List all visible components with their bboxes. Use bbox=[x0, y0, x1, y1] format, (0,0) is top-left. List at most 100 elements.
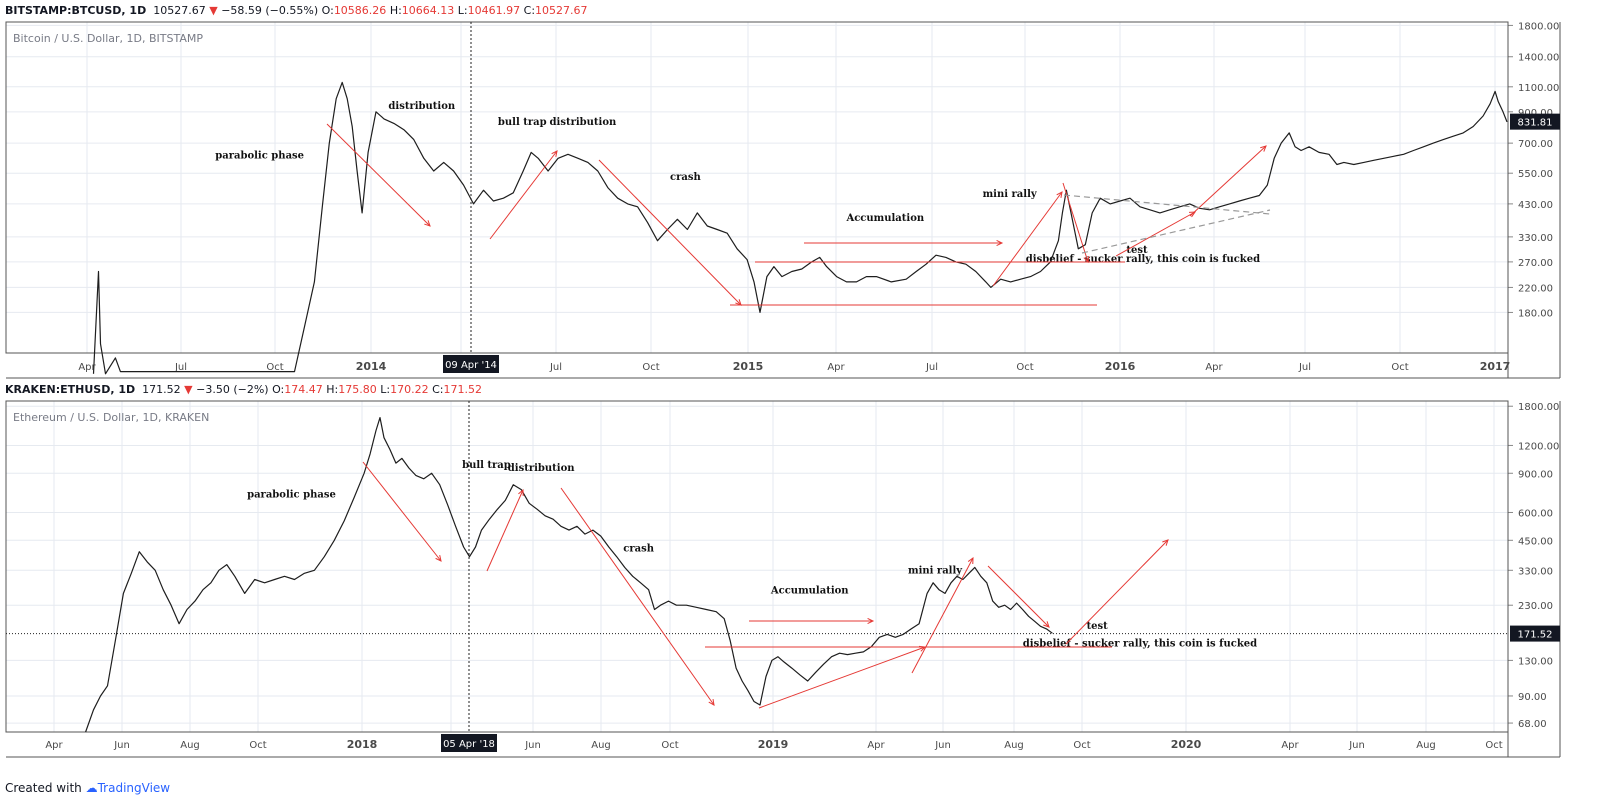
annotation-text: distribution bbox=[508, 463, 575, 474]
y-tick-label: 330.00 bbox=[1518, 566, 1553, 577]
trend-arrow bbox=[992, 191, 1063, 287]
trend-arrow bbox=[987, 565, 1050, 628]
annotation-text: bull trap bbox=[498, 117, 547, 128]
eth-pane: 68.00 90.00 130.00 230.00 330.00 450.00 600.00… bbox=[5, 400, 1561, 758]
annotation-text: mini rally bbox=[983, 189, 1038, 200]
arrow-head bbox=[1162, 539, 1169, 546]
btc-open: 10586.26 bbox=[333, 4, 387, 17]
x-tick-label: 2020 bbox=[1171, 738, 1202, 751]
triangle-dashed-upper bbox=[1063, 194, 1271, 215]
x-tick-label: Apr bbox=[45, 740, 63, 751]
eth-l-label: L: bbox=[380, 383, 391, 396]
y-tick-label: 900.00 bbox=[1518, 108, 1553, 119]
trend-arrow bbox=[486, 489, 524, 572]
annotation-text: crash bbox=[623, 544, 654, 555]
eth-symbol: KRAKEN:ETHUSD, 1D bbox=[5, 383, 136, 396]
btc-high: 10664.13 bbox=[401, 4, 455, 17]
annotation-text: Accumulation bbox=[770, 585, 849, 596]
plot-frame bbox=[5, 21, 1509, 354]
y-tick-label: 330.00 bbox=[1518, 233, 1553, 244]
plot-frame bbox=[5, 400, 1509, 733]
eth-open: 174.47 bbox=[284, 383, 323, 396]
btc-change: −58.59 (−0.55%) bbox=[221, 4, 319, 17]
x-tick-label: 2016 bbox=[1105, 360, 1136, 373]
tradingview-cloud-icon: ☁ bbox=[85, 781, 98, 795]
x-tick-label: Apr bbox=[78, 362, 96, 373]
x-tick-label: 2014 bbox=[356, 360, 387, 373]
x-tick-label: Jul bbox=[174, 362, 187, 373]
crosshair-label-bg bbox=[443, 355, 499, 373]
price-tag-bg bbox=[1510, 625, 1560, 642]
arrow-head bbox=[1043, 621, 1050, 628]
price-tag-value: 171.52 bbox=[1518, 630, 1553, 641]
arrow-head bbox=[435, 555, 442, 562]
x-tick-label: Jun bbox=[113, 740, 130, 751]
trend-arrow bbox=[1189, 145, 1267, 217]
eth-change: −3.50 (−2%) bbox=[196, 383, 269, 396]
triangle-dashed-lower bbox=[1081, 209, 1271, 254]
eth-last: 171.52 bbox=[142, 383, 181, 396]
y-tick-label: 1800.00 bbox=[1518, 21, 1559, 32]
annotation-text: parabolic phase bbox=[215, 150, 304, 161]
eth-high: 175.80 bbox=[338, 383, 377, 396]
btc-pane: 180.00 220.00 270.00 330.00 430.00 550.00 700.… bbox=[5, 21, 1561, 379]
x-tick-label: Jul bbox=[549, 362, 562, 373]
x-tick-label: 2017 bbox=[1480, 360, 1511, 373]
y-tick-label: 600.00 bbox=[1518, 508, 1553, 519]
down-arrow-icon: ▼ bbox=[184, 383, 193, 396]
x-tick-label: Oct bbox=[266, 362, 283, 373]
trend-arrow bbox=[1115, 211, 1196, 257]
arrow-head bbox=[708, 698, 715, 706]
eth-header: KRAKEN:ETHUSD, 1D 171.52 ▼ −3.50 (−2%) O… bbox=[5, 383, 482, 396]
x-tick-label: Aug bbox=[180, 740, 200, 751]
trend-arrow bbox=[362, 461, 442, 562]
annotation-text: parabolic phase bbox=[247, 490, 336, 501]
eth-o-label: O: bbox=[272, 383, 285, 396]
annotation-text: bull trap bbox=[462, 460, 511, 471]
trend-arrow bbox=[758, 646, 926, 709]
annotation-text: mini rally bbox=[908, 565, 963, 576]
eth-c-label: C: bbox=[432, 383, 444, 396]
arrow-head bbox=[1260, 145, 1267, 152]
y-tick-label: 900.00 bbox=[1518, 469, 1553, 480]
y-tick-label: 450.00 bbox=[1518, 536, 1553, 547]
x-tick-label: Oct bbox=[661, 740, 678, 751]
x-tick-label: Aug bbox=[1416, 740, 1436, 751]
arrow-head bbox=[867, 617, 875, 625]
x-tick-label: Apr bbox=[867, 740, 885, 751]
x-tick-label: Oct bbox=[1016, 362, 1033, 373]
y-tick-label: 230.00 bbox=[1518, 601, 1553, 612]
y-tick-label: 1400.00 bbox=[1518, 53, 1559, 64]
y-tick-label: 220.00 bbox=[1518, 283, 1553, 294]
tradingview-brand[interactable]: TradingView bbox=[97, 781, 171, 795]
annotation-text: crash bbox=[670, 172, 701, 183]
price-series-line bbox=[85, 417, 1053, 733]
annotation-text: disbelief - sucker rally, this coin is f… bbox=[1026, 254, 1260, 265]
y-tick-label: 180.00 bbox=[1518, 308, 1553, 319]
annotation-text: distribution bbox=[550, 117, 617, 128]
arrow-head bbox=[1056, 191, 1063, 198]
crosshair-date-label: 09 Apr '14 bbox=[445, 360, 497, 371]
eth-pane-label: Ethereum / U.S. Dollar, 1D, KRAKEN bbox=[13, 411, 210, 424]
btc-low: 10461.97 bbox=[467, 4, 521, 17]
eth-h-label: H: bbox=[326, 383, 339, 396]
btc-pane-label: Bitcoin / U.S. Dollar, 1D, BITSTAMP bbox=[13, 32, 203, 45]
arrow-head bbox=[967, 556, 974, 565]
arrow-head bbox=[424, 220, 431, 227]
arrow-head bbox=[996, 239, 1004, 247]
x-tick-label: Aug bbox=[591, 740, 611, 751]
x-tick-label: Oct bbox=[1391, 362, 1408, 373]
x-tick-label: Oct bbox=[1485, 740, 1502, 751]
x-tick-label: Jun bbox=[524, 740, 541, 751]
price-series-line bbox=[92, 81, 1508, 375]
x-tick-label: Aug bbox=[1004, 740, 1024, 751]
footer[interactable]: Created with ☁TradingView bbox=[5, 781, 170, 795]
trend-arrow bbox=[326, 123, 431, 227]
y-tick-label: 1200.00 bbox=[1518, 441, 1559, 452]
y-tick-label: 270.00 bbox=[1518, 258, 1553, 269]
y-tick-label: 1800.00 bbox=[1518, 402, 1559, 413]
trend-arrow bbox=[1065, 539, 1169, 645]
trend-arrow bbox=[598, 159, 742, 306]
annotation-text: test bbox=[1126, 245, 1148, 256]
